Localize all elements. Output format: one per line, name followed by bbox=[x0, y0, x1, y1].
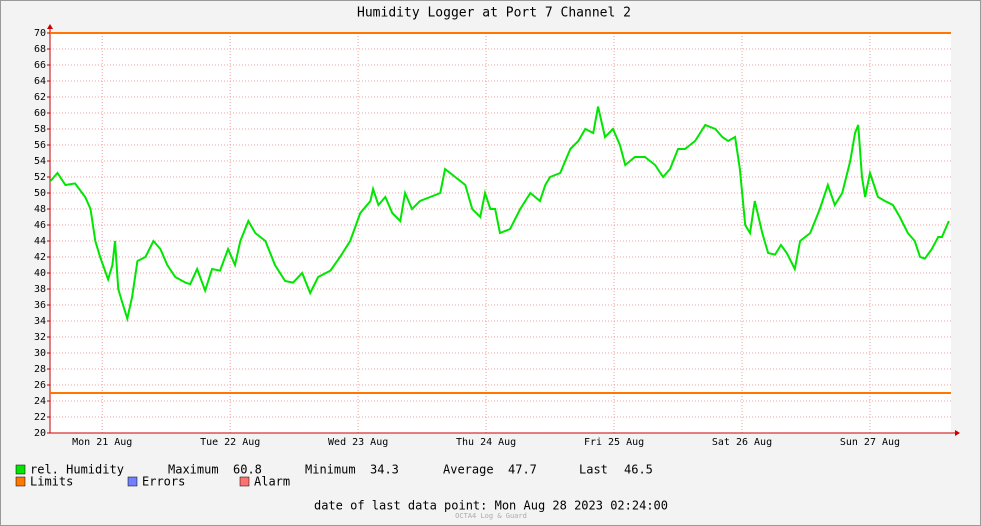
y-tick-label: 28 bbox=[34, 364, 46, 375]
stat-value: 34.3 bbox=[370, 463, 399, 477]
y-tick-label: 22 bbox=[34, 412, 46, 423]
x-tick-label: Wed 23 Aug bbox=[328, 437, 388, 448]
stat-value: 60.8 bbox=[233, 463, 262, 477]
stat-value: 47.7 bbox=[508, 463, 537, 477]
legend-label: Errors bbox=[142, 475, 185, 489]
y-tick-label: 26 bbox=[34, 380, 46, 391]
y-tick-label: 52 bbox=[34, 172, 46, 183]
y-tick-label: 58 bbox=[34, 124, 46, 135]
x-tick-label: Sat 26 Aug bbox=[712, 437, 772, 448]
y-tick-label: 66 bbox=[34, 60, 46, 71]
y-tick-label: 38 bbox=[34, 284, 46, 295]
x-tick-label: Tue 22 Aug bbox=[200, 437, 260, 448]
x-tick-label: Mon 21 Aug bbox=[72, 437, 132, 448]
y-tick-label: 32 bbox=[34, 332, 46, 343]
y-tick-label: 46 bbox=[34, 220, 46, 231]
y-tick-label: 62 bbox=[34, 92, 46, 103]
watermark: OCTA4 Log & Guard bbox=[455, 512, 527, 520]
y-tick-label: 42 bbox=[34, 252, 46, 263]
data-line bbox=[49, 106, 950, 323]
x-tick-label: Thu 24 Aug bbox=[456, 437, 516, 448]
y-tick-label: 50 bbox=[34, 188, 46, 199]
footer: date of last data point: Mon Aug 28 2023… bbox=[314, 499, 668, 513]
legend-swatch bbox=[15, 476, 26, 487]
legend-swatch bbox=[239, 476, 250, 487]
chart-title: Humidity Logger at Port 7 Channel 2 bbox=[357, 6, 631, 21]
stat-label: Maximum bbox=[168, 463, 219, 477]
y-tick-label: 40 bbox=[34, 268, 46, 279]
x-tick-label: Fri 25 Aug bbox=[584, 437, 644, 448]
legend-swatch bbox=[15, 464, 26, 475]
y-tick-label: 20 bbox=[34, 428, 46, 439]
stat-label: Last bbox=[579, 463, 608, 477]
axis-arrow bbox=[47, 24, 53, 29]
y-tick-label: 54 bbox=[34, 156, 46, 167]
stat-label: Average bbox=[443, 463, 494, 477]
y-tick-label: 48 bbox=[34, 204, 46, 215]
y-tick-label: 30 bbox=[34, 348, 46, 359]
stat-value: 46.5 bbox=[624, 463, 653, 477]
x-tick-label: Sun 27 Aug bbox=[840, 437, 900, 448]
y-tick-label: 24 bbox=[34, 396, 46, 407]
y-tick-label: 44 bbox=[34, 236, 46, 247]
y-tick-label: 56 bbox=[34, 140, 46, 151]
legend-label: rel. Humidity bbox=[30, 463, 124, 477]
y-tick-label: 70 bbox=[34, 28, 46, 39]
y-tick-label: 36 bbox=[34, 300, 46, 311]
axis-arrow bbox=[955, 430, 960, 436]
stat-label: Minimum bbox=[305, 463, 356, 477]
legend-label: Limits bbox=[30, 475, 73, 489]
y-tick-label: 60 bbox=[34, 108, 46, 119]
legend-label: Alarm bbox=[254, 475, 290, 489]
y-tick-label: 64 bbox=[34, 76, 46, 87]
legend-swatch bbox=[127, 476, 138, 487]
y-tick-label: 34 bbox=[34, 316, 46, 327]
y-tick-label: 68 bbox=[34, 44, 46, 55]
